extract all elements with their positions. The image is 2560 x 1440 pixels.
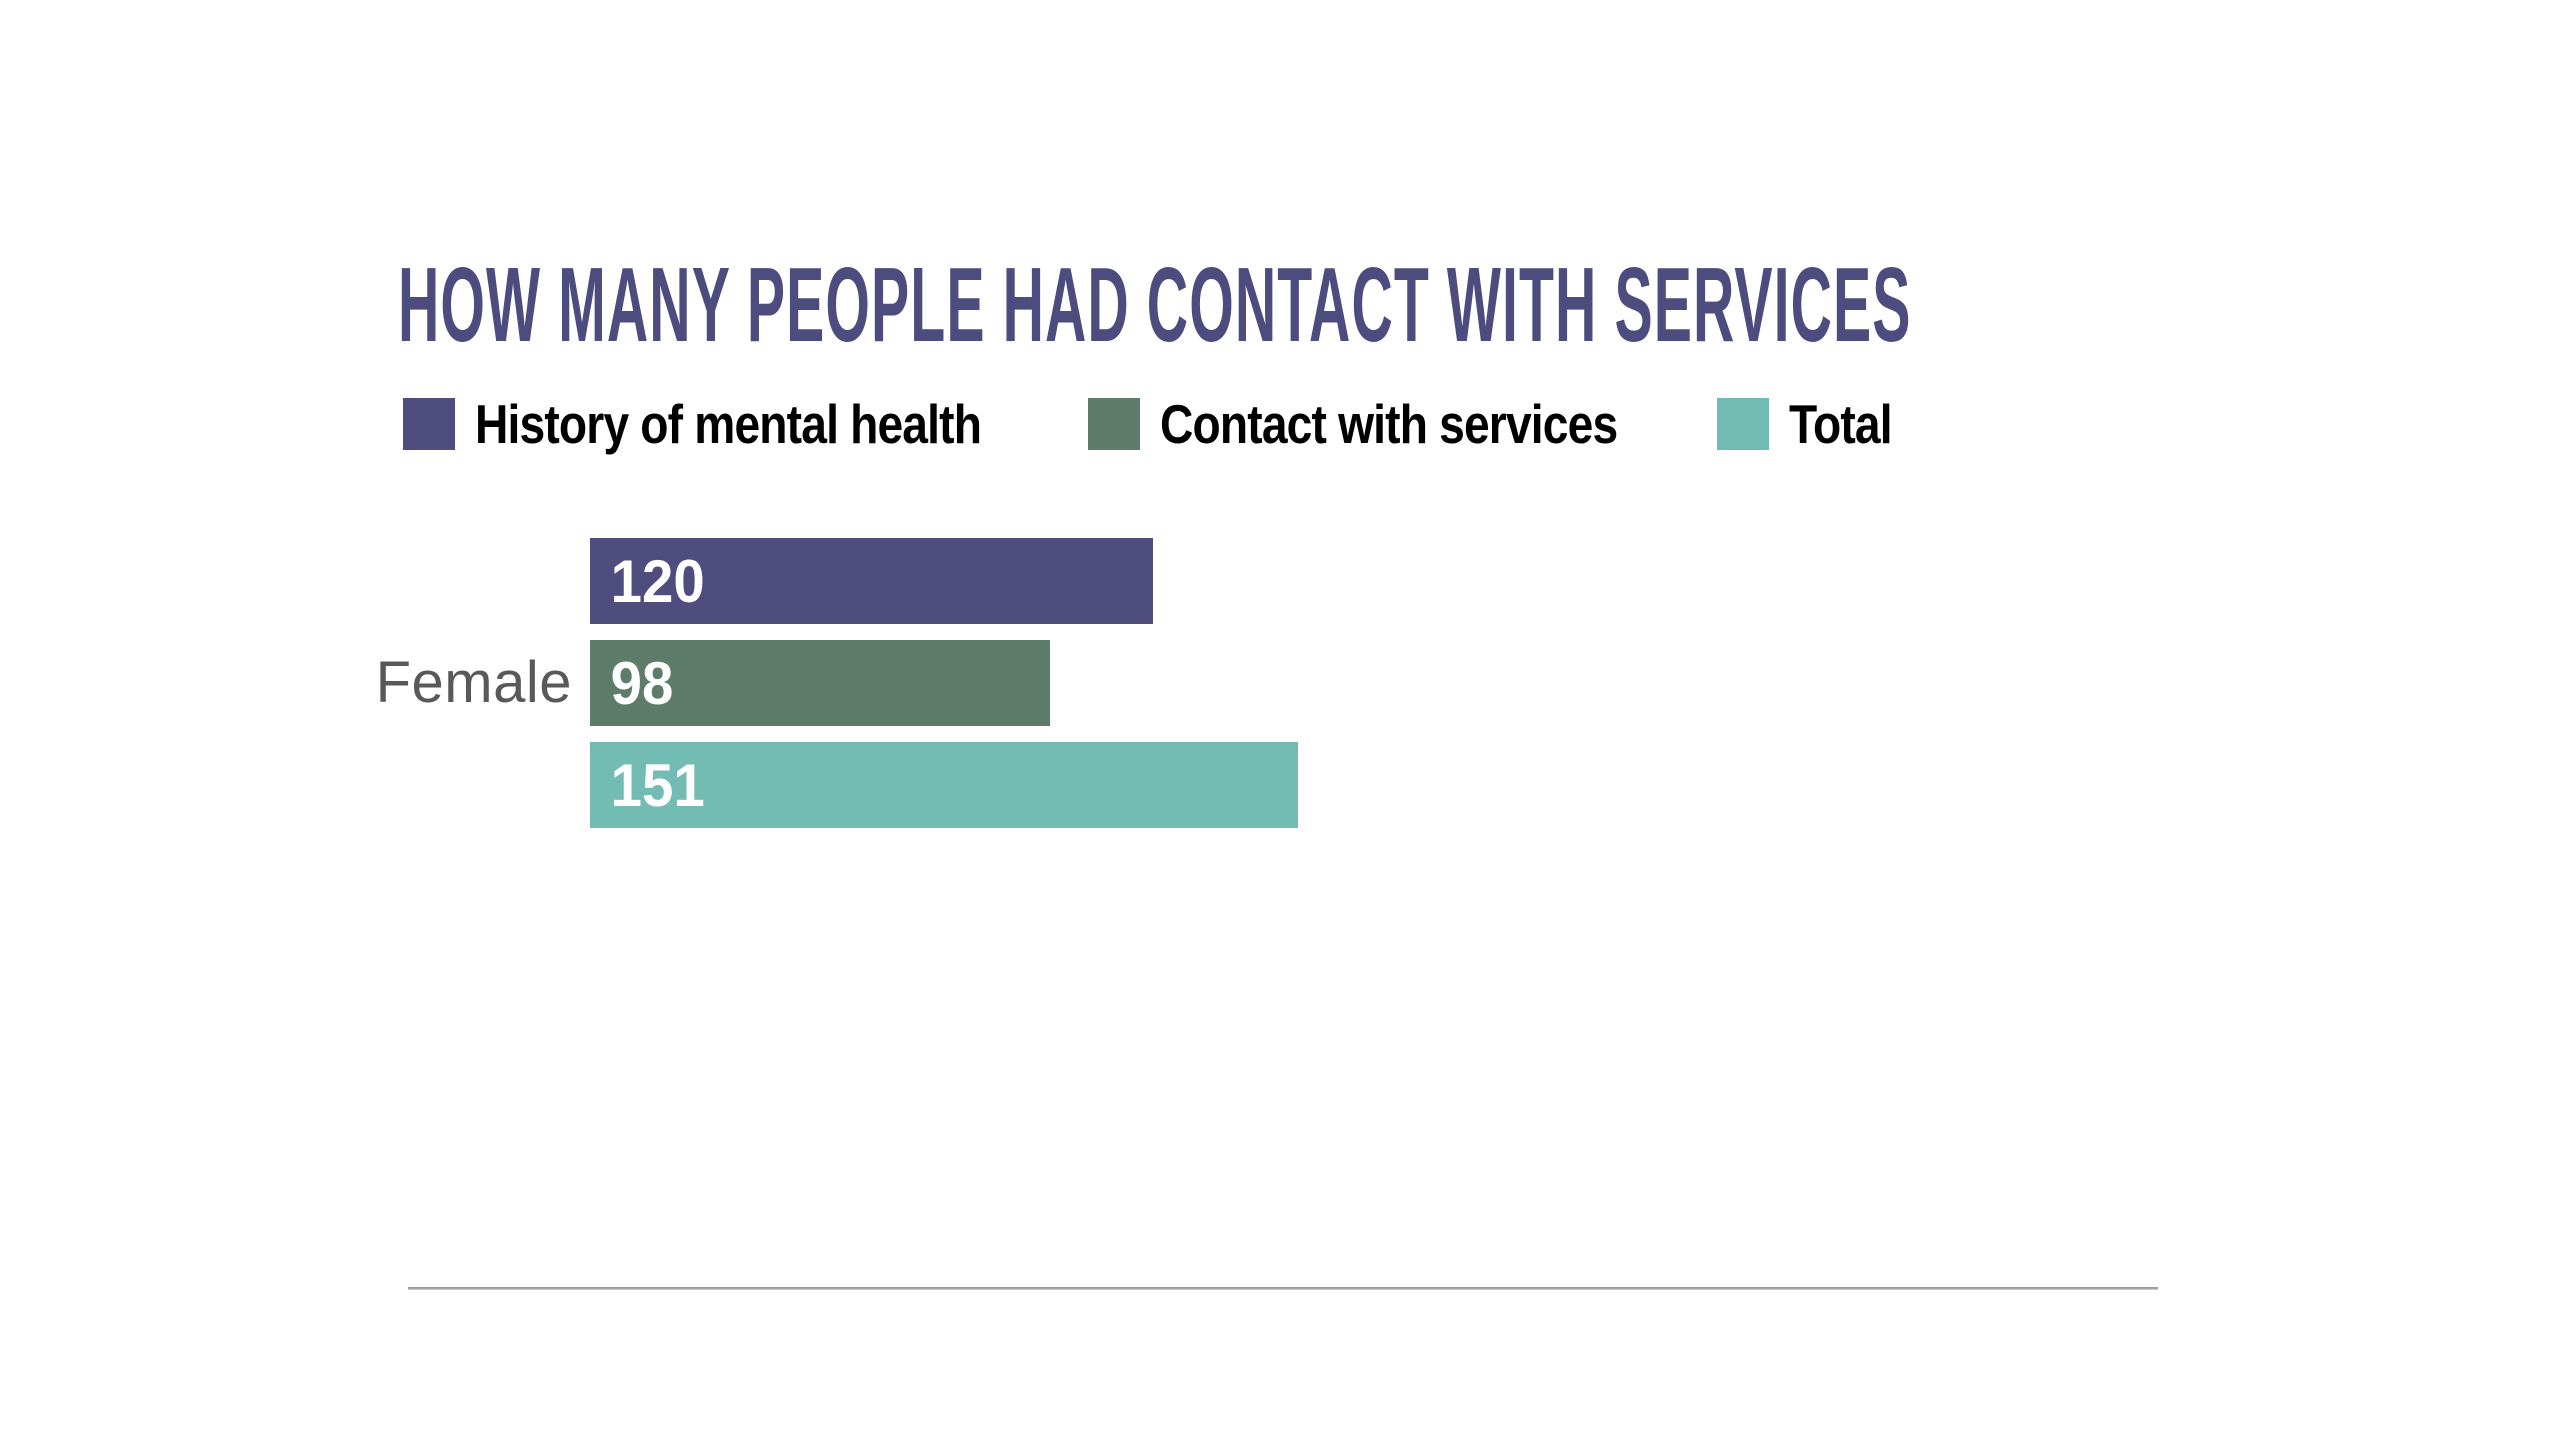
bar-history-of-mental-health: 120 xyxy=(590,538,1153,624)
legend-swatch-contact-icon xyxy=(1088,398,1140,450)
legend-swatch-history-icon xyxy=(403,398,455,450)
bar-value-total: 151 xyxy=(610,751,705,819)
legend-label-history: History of mental health xyxy=(475,393,982,455)
chart-title: HOW MANY PEOPLE HAD CONTACT WITH SERVICE… xyxy=(398,246,1912,364)
legend-item-contact-with-services: Contact with services xyxy=(1088,393,1704,455)
bar-contact-with-services: 98 xyxy=(590,640,1050,726)
divider-line xyxy=(408,1287,2158,1290)
legend-label-total: Total xyxy=(1789,393,1893,455)
legend-label-contact: Contact with services xyxy=(1160,393,1618,455)
bar-value-contact: 98 xyxy=(610,649,674,717)
bar-total: 151 xyxy=(590,742,1298,828)
legend-item-total: Total xyxy=(1717,393,1911,455)
category-label-female: Female xyxy=(375,650,572,715)
bar-group-female: 120 98 151 xyxy=(590,538,1298,844)
legend-item-history-of-mental-health: History of mental health xyxy=(403,393,1077,455)
bar-value-history: 120 xyxy=(610,547,705,615)
legend-swatch-total-icon xyxy=(1717,398,1769,450)
